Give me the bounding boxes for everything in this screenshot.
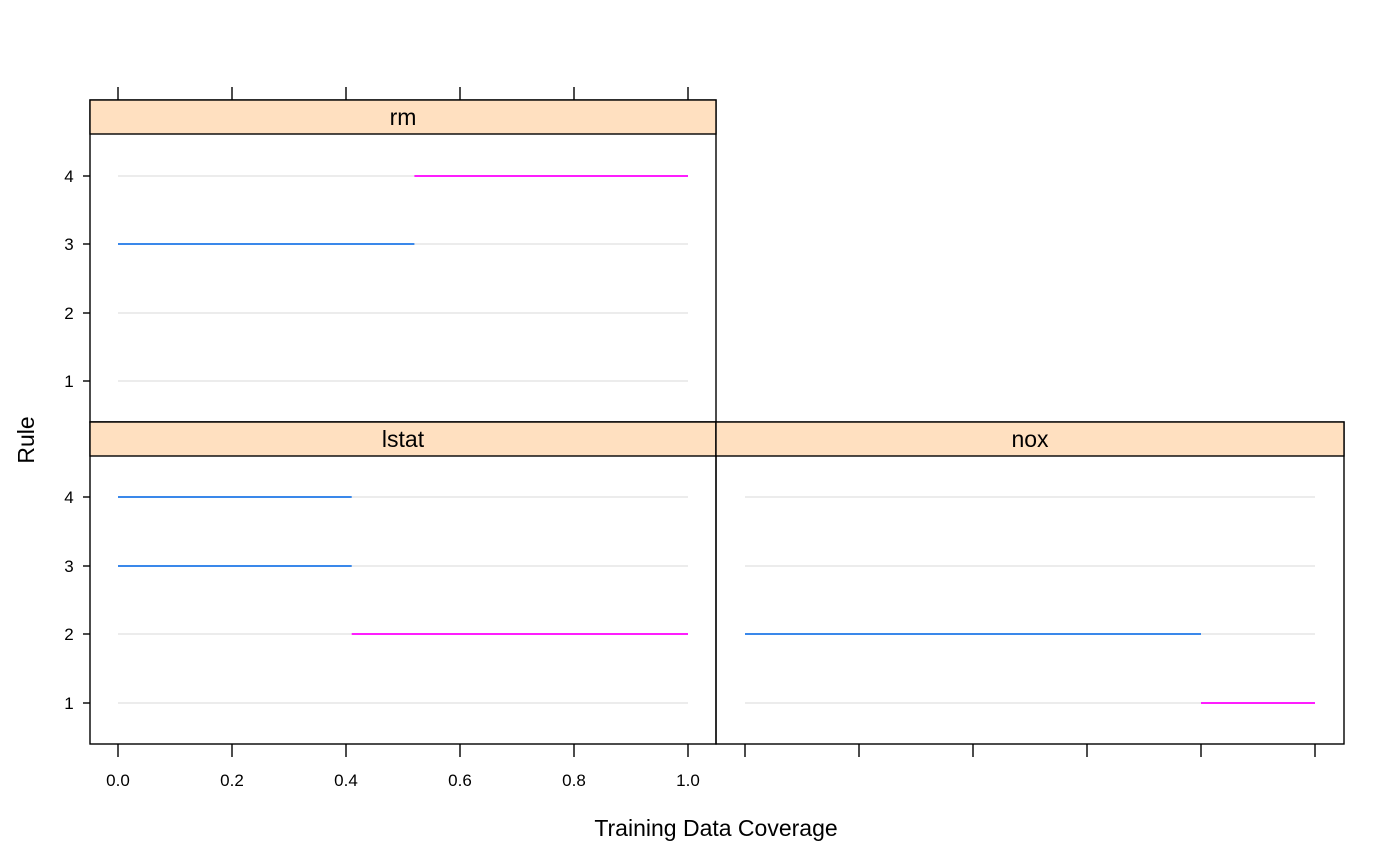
x-tick-label-3: 0.6 [448,771,472,790]
x-tick-label-1: 0.2 [220,771,244,790]
y-tick-label-rm-4: 4 [64,167,73,186]
y-tick-label-lstat-2: 2 [64,625,73,644]
x-tick-label-5: 1.0 [676,771,700,790]
y-tick-label-lstat-4: 4 [64,488,73,507]
x-tick-label-2: 0.4 [334,771,358,790]
strip-label-rm: rm [390,104,417,130]
x-tick-label-0: 0.0 [106,771,130,790]
panel-frame-nox [715,421,1345,745]
y-axis-title: Rule [13,416,39,463]
panel-frame-lstat [89,421,717,745]
panel-frame-rm [89,99,717,423]
strip-lstat [89,421,717,457]
x-tick-label-4: 0.8 [562,771,586,790]
strip-nox [715,421,1345,457]
y-tick-label-lstat-3: 3 [64,557,73,576]
y-tick-label-rm-1: 1 [64,372,73,391]
x-axis-title: Training Data Coverage [594,815,837,841]
strip-rm [89,99,717,135]
strip-label-nox: nox [1011,426,1049,452]
y-tick-label-lstat-1: 1 [64,694,73,713]
strip-label-lstat: lstat [382,426,425,452]
y-tick-label-rm-2: 2 [64,304,73,323]
y-tick-label-rm-3: 3 [64,235,73,254]
